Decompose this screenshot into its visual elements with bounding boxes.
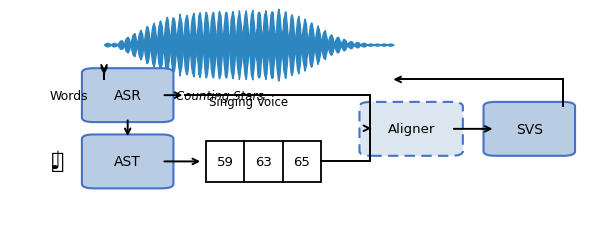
Text: Words: Words [49, 89, 88, 102]
Text: Counting Stars...: Counting Stars... [176, 89, 275, 102]
FancyBboxPatch shape [359, 102, 463, 156]
Text: 59: 59 [217, 155, 234, 168]
FancyBboxPatch shape [82, 69, 173, 123]
Text: Singing Voice: Singing Voice [209, 96, 288, 109]
Text: ASR: ASR [114, 89, 141, 103]
Text: ♩: ♩ [50, 150, 61, 174]
Text: Aligner: Aligner [388, 123, 435, 136]
Bar [206, 141, 321, 182]
Text: 65: 65 [294, 155, 310, 168]
FancyBboxPatch shape [484, 102, 575, 156]
Text: AST: AST [114, 155, 141, 169]
Text: 63: 63 [255, 155, 272, 168]
FancyBboxPatch shape [82, 135, 173, 189]
Text: SVS: SVS [516, 122, 543, 136]
Text: 𝄞: 𝄞 [50, 152, 64, 172]
